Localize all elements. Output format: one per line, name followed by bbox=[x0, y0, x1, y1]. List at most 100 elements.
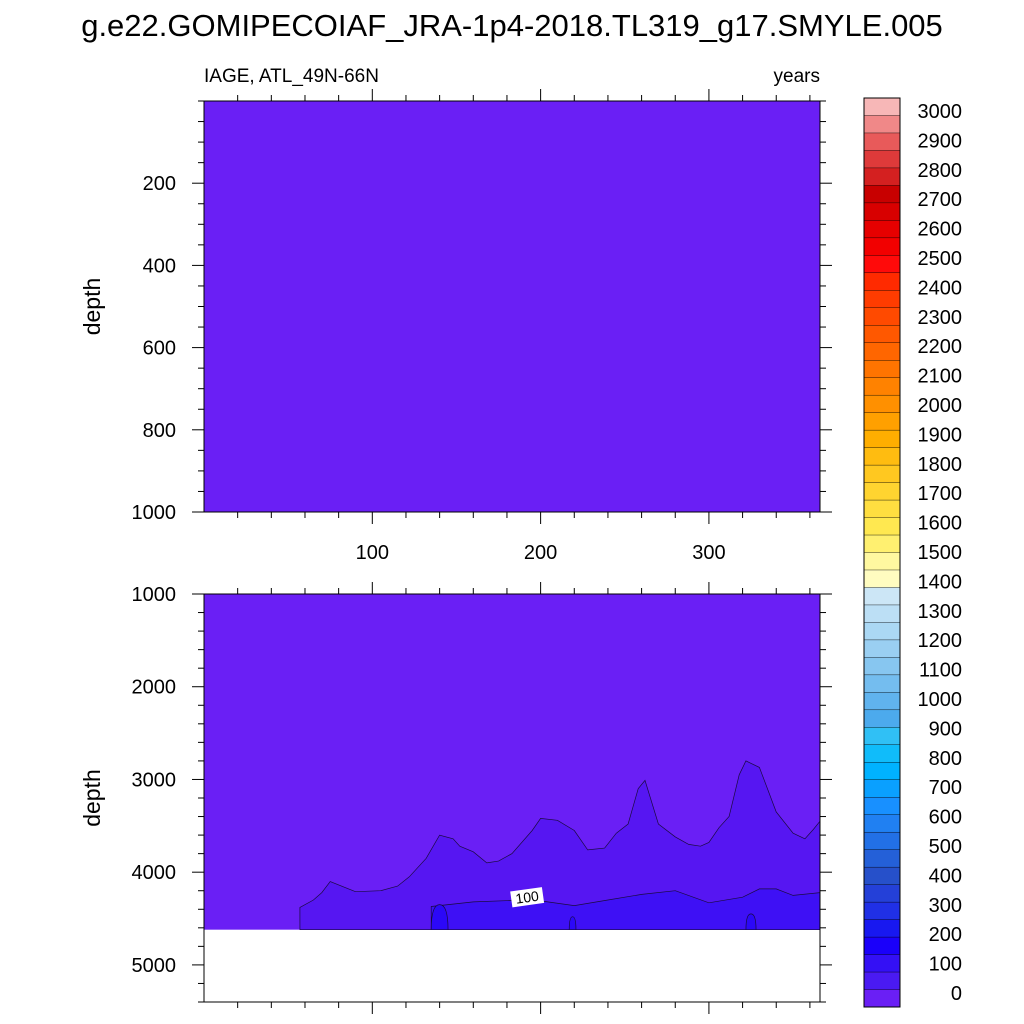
y-tick-label: 1000 bbox=[132, 584, 177, 606]
colorbar-swatch bbox=[863, 814, 901, 833]
colorbar-swatch bbox=[863, 797, 901, 816]
colorbar-label: 2000 bbox=[918, 395, 963, 417]
colorbar-swatch bbox=[863, 447, 901, 466]
colorbar-label: 200 bbox=[929, 924, 962, 946]
colorbar-label: 2400 bbox=[918, 277, 963, 299]
x-tick-label: 200 bbox=[524, 542, 557, 564]
colorbar-label: 600 bbox=[929, 807, 962, 829]
colorbar-swatch bbox=[863, 307, 901, 326]
colorbar-label: 2200 bbox=[918, 336, 963, 358]
colorbar-label: 800 bbox=[929, 748, 962, 770]
field-fill bbox=[204, 101, 820, 512]
y-tick-label: 800 bbox=[143, 420, 176, 442]
colorbar-swatch bbox=[863, 587, 901, 606]
colorbar-label: 2700 bbox=[918, 189, 963, 211]
colorbar-swatch bbox=[863, 115, 901, 134]
colorbar-swatch bbox=[863, 342, 901, 361]
colorbar-label: 2500 bbox=[918, 248, 963, 270]
lower-panel: 100 1000 2000 3000 4000 5000 depth bbox=[79, 582, 832, 1014]
chart-subtitle-left: IAGE, ATL_49N-66N bbox=[204, 66, 379, 87]
colorbar-label: 1500 bbox=[918, 542, 963, 564]
colorbar-swatch bbox=[863, 831, 901, 851]
contour-150-spike bbox=[568, 916, 577, 931]
colorbar-swatch bbox=[863, 989, 901, 1008]
colorbar-label: 2100 bbox=[918, 366, 963, 388]
y-tick-label: 4000 bbox=[132, 862, 177, 884]
contour-100-region bbox=[430, 888, 821, 931]
colorbar-swatch bbox=[863, 202, 901, 221]
colorbar-label: 1900 bbox=[918, 424, 963, 446]
y-tick-label: 1000 bbox=[132, 502, 177, 524]
colorbar-swatch bbox=[863, 849, 901, 868]
colorbar-swatch bbox=[863, 901, 901, 921]
colorbar-swatch bbox=[863, 971, 901, 991]
colorbar-label: 2900 bbox=[918, 130, 963, 152]
y-tick-label: 2000 bbox=[132, 677, 177, 699]
colorbar-swatch bbox=[863, 412, 901, 431]
colorbar-label: 1400 bbox=[918, 571, 963, 593]
colorbar-swatch bbox=[863, 639, 901, 658]
colorbar-label: 400 bbox=[929, 865, 962, 887]
colorbar-label: 2800 bbox=[918, 160, 963, 182]
colorbar-frame bbox=[863, 97, 901, 1008]
colorbar-swatch bbox=[863, 377, 901, 396]
y-tick-label: 5000 bbox=[132, 955, 177, 977]
colorbar-label: 1800 bbox=[918, 454, 963, 476]
y-axis-label: depth bbox=[79, 769, 105, 827]
colorbar-swatch bbox=[863, 744, 901, 763]
colorbar-swatch bbox=[863, 727, 901, 746]
colorbar-swatch bbox=[863, 884, 901, 903]
upper-panel: 200 400 600 800 1000 depth 100 200 300 bbox=[79, 89, 832, 564]
colorbar-swatch bbox=[863, 132, 901, 151]
chart-title: g.e22.GOMIPECOIAF_JRA-1p4-2018.TL319_g17… bbox=[81, 8, 943, 43]
colorbar-swatch bbox=[863, 954, 901, 973]
y-tick-label: 200 bbox=[143, 173, 176, 195]
colorbar-swatch bbox=[863, 866, 901, 886]
colorbar-label: 0 bbox=[951, 983, 962, 1005]
colorbar-swatch bbox=[863, 779, 901, 798]
x-tick-label: 100 bbox=[356, 542, 389, 564]
colorbar-swatch bbox=[863, 255, 901, 274]
colorbar-swatch bbox=[863, 552, 901, 571]
colorbar-swatch bbox=[863, 622, 901, 641]
chart-subtitle-right: years bbox=[774, 66, 820, 87]
colorbar-label: 1300 bbox=[918, 601, 963, 623]
colorbar-swatch bbox=[863, 150, 901, 169]
colorbar-label: 1700 bbox=[918, 483, 963, 505]
colorbar-label: 1600 bbox=[918, 513, 963, 535]
contour-150-spike bbox=[745, 913, 757, 931]
contour-50-region bbox=[299, 760, 821, 931]
colorbar-swatch bbox=[863, 290, 901, 309]
colorbar-label: 1000 bbox=[918, 689, 963, 711]
colorbar-swatch bbox=[863, 499, 901, 519]
colorbar-label: 1200 bbox=[918, 630, 963, 652]
colorbar-label: 100 bbox=[929, 954, 962, 976]
colorbar-label: 700 bbox=[929, 777, 962, 799]
colorbar-swatch bbox=[863, 692, 901, 711]
colorbar-swatch bbox=[863, 762, 901, 781]
y-tick-label: 600 bbox=[143, 338, 176, 360]
colorbar-swatch bbox=[863, 604, 901, 623]
colorbar-swatch bbox=[863, 919, 901, 938]
contour-label: 100 bbox=[510, 887, 545, 908]
colorbar-label: 3000 bbox=[918, 101, 963, 123]
colorbar-swatch bbox=[863, 185, 901, 204]
colorbar-label: 2300 bbox=[918, 307, 963, 329]
colorbar-swatch bbox=[863, 272, 901, 291]
contour-150-spike bbox=[430, 904, 449, 931]
contour-label-bg bbox=[510, 887, 545, 908]
colorbar-label: 2600 bbox=[918, 219, 963, 241]
colorbar: 3000290028002700260025002400230022002100… bbox=[863, 97, 963, 1008]
colorbar-label: 900 bbox=[929, 718, 962, 740]
colorbar-swatch bbox=[863, 534, 901, 554]
colorbar-label: 300 bbox=[929, 895, 962, 917]
contour-label-text: 100 bbox=[514, 888, 540, 907]
colorbar-swatch bbox=[863, 674, 901, 693]
colorbar-swatch bbox=[863, 220, 901, 239]
colorbar-swatch bbox=[863, 464, 901, 484]
y-axis-label: depth bbox=[79, 278, 105, 336]
colorbar-swatch bbox=[863, 394, 901, 414]
colorbar-swatch bbox=[863, 429, 901, 449]
colorbar-label: 1100 bbox=[919, 660, 962, 682]
